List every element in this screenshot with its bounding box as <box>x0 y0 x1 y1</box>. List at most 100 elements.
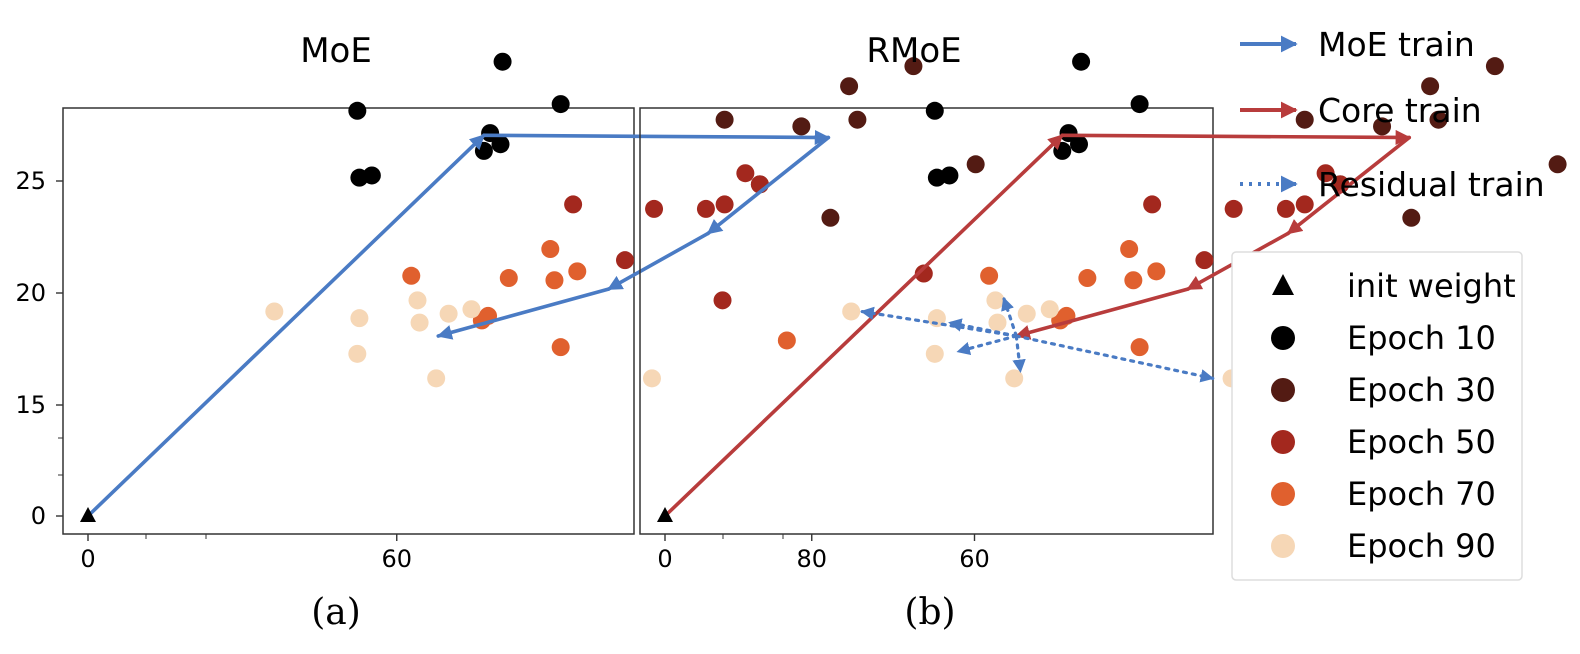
x-tick-label: 0 <box>657 545 672 573</box>
point-epoch-30 <box>715 110 734 129</box>
point-epoch-70 <box>1130 338 1149 357</box>
train-arrow-segment <box>663 133 1065 518</box>
point-epoch-30 <box>1485 57 1504 76</box>
x-tick-label: 0 <box>80 545 95 573</box>
point-epoch-70 <box>1124 271 1143 290</box>
point-epoch-10 <box>348 101 367 120</box>
point-epoch-90 <box>350 309 369 328</box>
panel-title-moe: MoE <box>300 31 372 71</box>
point-epoch-30 <box>1402 208 1421 227</box>
point-epoch-10 <box>1070 135 1088 154</box>
y-tick-label: 25 <box>15 167 46 195</box>
point-epoch-70 <box>545 271 564 290</box>
point-epoch-90 <box>1017 304 1036 323</box>
point-epoch-30 <box>1373 117 1392 136</box>
legend-marker-label-e30: Epoch 30 <box>1347 371 1496 409</box>
scatter-points-moe <box>265 52 985 388</box>
point-epoch-70 <box>499 269 518 288</box>
y-tick-label: 0 <box>31 502 46 530</box>
train-arrow-segment <box>706 135 831 236</box>
legend-arrow-label-moe: MoE train <box>1318 25 1475 64</box>
point-epoch-90 <box>642 369 661 388</box>
point-epoch-50 <box>616 251 634 270</box>
legend-arrow-label-residual: Residual train <box>1318 165 1545 204</box>
point-epoch-30 <box>821 208 840 227</box>
legend-marker-label-init: init weight <box>1347 267 1516 305</box>
point-epoch-10 <box>491 135 510 154</box>
point-epoch-10 <box>940 166 959 185</box>
point-epoch-30 <box>1421 77 1440 96</box>
point-epoch-90 <box>462 300 481 319</box>
point-epoch-10 <box>925 101 944 120</box>
legend-marker-e70 <box>1271 482 1295 506</box>
point-epoch-50 <box>715 195 734 214</box>
point-epoch-90 <box>986 291 1005 310</box>
point-epoch-50 <box>1316 164 1335 183</box>
point-epoch-90 <box>408 291 427 310</box>
point-epoch-70 <box>777 331 796 350</box>
point-epoch-70 <box>1120 240 1139 259</box>
marker-legend: init weight Epoch 10 Epoch 30 Epoch 50 Epoch… <box>1271 267 1516 565</box>
y-tick-label: 20 <box>15 279 46 307</box>
legend-marker-label-e50: Epoch 50 <box>1347 423 1496 461</box>
train-arrow-segment <box>606 231 710 291</box>
train-arrow-segment <box>482 129 831 146</box>
point-epoch-50 <box>1224 199 1243 218</box>
train-arrow-segment <box>1060 129 1412 146</box>
point-epoch-90 <box>925 344 944 363</box>
init-weight-triangle <box>80 507 96 522</box>
residual-arrow-segment <box>1014 334 1215 383</box>
caption-a: (a) <box>311 592 361 633</box>
point-epoch-90 <box>988 313 1007 332</box>
point-epoch-50 <box>736 164 755 183</box>
x-tick-label: 60 <box>381 545 412 573</box>
init-marker-rmoe <box>657 507 673 522</box>
marker-legend-box <box>1231 251 1523 581</box>
point-epoch-30 <box>840 77 859 96</box>
point-epoch-30 <box>966 155 985 174</box>
residual-arrow-segment <box>947 318 1018 338</box>
train-arrow-segment <box>86 133 486 518</box>
point-epoch-50 <box>696 199 715 218</box>
training-arrows-moe <box>86 129 831 518</box>
point-epoch-50 <box>713 291 732 310</box>
training-arrows-rmoe <box>663 129 1412 518</box>
point-epoch-70 <box>551 338 570 357</box>
point-epoch-10 <box>474 141 493 160</box>
point-epoch-90 <box>348 344 367 363</box>
point-epoch-10 <box>1130 95 1149 114</box>
legend-marker-init-triangle <box>1272 274 1294 295</box>
point-epoch-10 <box>551 95 570 114</box>
point-epoch-50 <box>645 199 664 218</box>
point-epoch-10 <box>493 52 512 71</box>
init-weight-triangle <box>657 507 673 522</box>
train-arrow-segment <box>1286 135 1412 236</box>
legend-marker-label-e10: Epoch 10 <box>1347 319 1496 357</box>
legend-marker-label-e90: Epoch 90 <box>1347 527 1496 565</box>
panel-title-rmoe: RMoE <box>866 31 961 71</box>
legend-marker-e10 <box>1271 326 1295 350</box>
train-arrow-segment <box>436 287 611 340</box>
point-epoch-10 <box>1072 52 1091 71</box>
init-marker-moe <box>80 507 96 522</box>
point-epoch-70 <box>541 240 560 259</box>
point-epoch-70 <box>1147 262 1166 281</box>
arrow-legend: MoE train Core train Residual train <box>1240 25 1545 204</box>
point-epoch-70 <box>402 266 421 285</box>
legend-marker-e50 <box>1271 430 1295 454</box>
residual-arrow-segment <box>1012 334 1026 374</box>
x-axis-ticks-moe: 0 60 80 <box>80 534 827 573</box>
residual-arrow-segment <box>1001 296 1018 338</box>
point-epoch-30 <box>904 57 923 76</box>
point-epoch-10 <box>1053 141 1072 160</box>
caption-b: (b) <box>904 592 955 633</box>
legend-marker-e90 <box>1271 534 1295 558</box>
point-epoch-70 <box>1078 269 1097 288</box>
point-epoch-90 <box>265 302 284 321</box>
panel-rmoe: RMoE 0 60 80 (b) <box>639 31 1567 633</box>
point-epoch-90 <box>1040 300 1059 319</box>
x-tick-label: 60 <box>959 545 990 573</box>
point-epoch-30 <box>848 110 867 129</box>
point-epoch-70 <box>980 266 999 285</box>
